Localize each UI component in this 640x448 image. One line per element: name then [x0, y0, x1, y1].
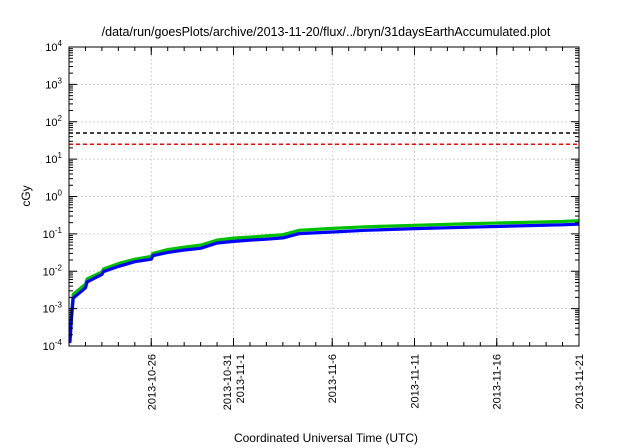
x-axis-label: Coordinated Universal Time (UTC) [234, 431, 418, 445]
x-tick-labels: 2013-10-26 2013-10-31 2013-11-1 2013-11-6 20… [146, 354, 586, 410]
series-line-1 [68, 222, 580, 344]
y-tick-exponent: 4 [58, 39, 63, 48]
y-tick-base: 10 [43, 341, 55, 353]
reference-lines [69, 132, 579, 146]
y-tick-label: 100 [45, 189, 62, 204]
y-tick-exponent: -1 [55, 226, 63, 235]
y-tick-exponent: 0 [58, 189, 63, 198]
y-tick-exponent: 1 [58, 151, 63, 160]
y-tick-base: 10 [45, 42, 57, 54]
grid [69, 47, 579, 346]
y-axis-label: cGy [19, 185, 33, 206]
y-tick-label: 104 [45, 39, 62, 54]
chart-title: /data/run/goesPlots/archive/2013-11-20/f… [102, 25, 551, 39]
x-tick-label: 2013-11-11 [409, 354, 421, 409]
y-tick-base: 10 [45, 154, 57, 166]
y-tick-label: 10-4 [43, 338, 63, 353]
y-tick-label: 10-2 [43, 263, 63, 278]
y-tick-exponent: 3 [58, 76, 63, 85]
y-tick-label: 103 [45, 76, 62, 91]
y-tick-base: 10 [45, 79, 57, 91]
y-tick-base: 10 [45, 192, 57, 204]
x-tick-label: 2013-11-6 [327, 354, 339, 403]
x-tick-label: 2013-10-31 [222, 354, 234, 410]
x-tick-label: 2013-11-21 [574, 354, 586, 409]
y-tick-exponent: -3 [55, 301, 63, 310]
y-tick-exponent: -2 [55, 263, 63, 272]
x-tick-label: 2013-11-1 [235, 354, 247, 403]
y-tick-exponent: -4 [55, 338, 63, 347]
x-tick-label: 2013-10-26 [146, 354, 158, 410]
series-line-0 [68, 219, 580, 339]
y-tick-label: 10-3 [43, 301, 63, 316]
tick-marks [69, 46, 580, 347]
y-tick-label: 102 [45, 114, 62, 129]
y-tick-base: 10 [43, 266, 55, 278]
y-tick-base: 10 [43, 304, 55, 316]
y-tick-label: 101 [45, 151, 62, 166]
y-tick-label: 10-1 [43, 226, 63, 241]
x-tick-label: 2013-11-16 [492, 354, 504, 409]
series-layer [68, 219, 580, 344]
y-tick-base: 10 [43, 229, 55, 241]
y-tick-base: 10 [45, 117, 57, 129]
y-tick-exponent: 2 [58, 114, 63, 123]
